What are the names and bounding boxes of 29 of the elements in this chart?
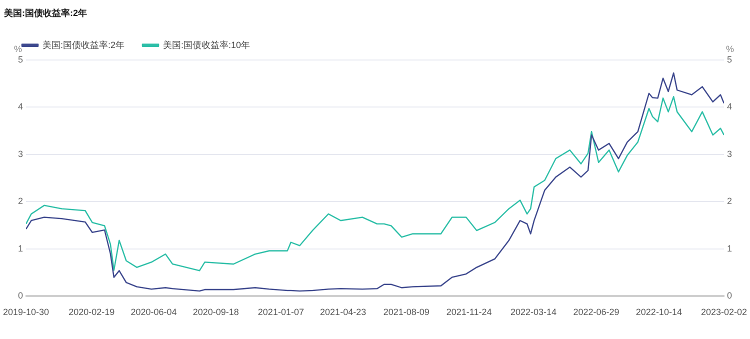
x-tick-label: 2022-06-29 [573,307,620,318]
y2-tick-label: 1 [726,243,732,254]
y2-tick-label: 0 [726,290,732,301]
y2-tick-label: 5 [726,54,732,64]
chart-title: 美国:国债收益率:2年 [3,8,87,18]
y-tick-label: 0 [18,290,24,301]
x-tick-label: 2023-02-02 [700,307,748,318]
y-tick-label: 1 [18,243,24,254]
y2-tick-label: 3 [726,148,732,159]
x-tick-label: 2020-06-04 [130,307,177,318]
x-tick-label: 2019-10-30 [2,307,50,318]
y-tick-label: 5 [18,54,24,64]
x-tick-label: 2021-04-23 [320,307,366,318]
x-tick-label: 2021-08-09 [383,307,430,318]
y-tick-label: 4 [18,102,24,112]
x-tick-label: 2020-09-18 [192,307,239,318]
y-tick-label: 2 [18,196,24,206]
x-tick-label: 2021-11-24 [446,307,492,318]
y2-axis-title: % [726,44,734,54]
legend-label: 美国:国债收益率:10年 [163,40,250,50]
x-tick-label: 2022-10-14 [636,307,682,318]
y-axis-title: % [14,44,22,54]
legend-label: 美国:国债收益率:2年 [42,40,125,50]
y2-tick-label: 4 [726,102,732,112]
y2-tick-label: 2 [726,196,732,206]
x-tick-label: 2022-03-14 [510,307,557,318]
x-tick-label: 2021-01-07 [258,307,304,318]
y-tick-label: 3 [18,148,24,159]
x-tick-label: 2020-02-19 [68,307,115,318]
